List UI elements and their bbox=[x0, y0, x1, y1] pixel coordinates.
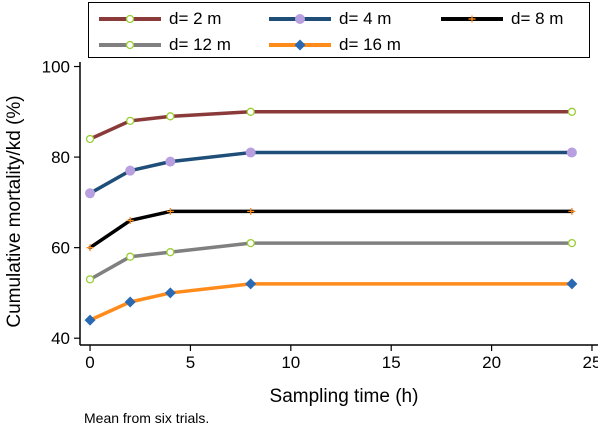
legend: d= 2 m d= 4 m d= 8 m d= 12 m d= 16 m bbox=[88, 2, 590, 58]
data-point bbox=[246, 107, 255, 116]
legend-swatch-marker bbox=[125, 14, 135, 24]
data-point bbox=[85, 134, 95, 144]
data-point bbox=[166, 112, 175, 121]
data-point bbox=[86, 244, 94, 252]
data-point bbox=[84, 314, 96, 326]
x-tick-label: 25 bbox=[583, 353, 598, 372]
x-axis-label: Sampling time (h) bbox=[270, 386, 419, 407]
legend-swatch-d16 bbox=[269, 39, 331, 51]
x-tick-label: 20 bbox=[482, 353, 501, 372]
data-point bbox=[247, 207, 255, 215]
series-0 bbox=[85, 107, 577, 144]
data-point bbox=[246, 238, 255, 248]
series-4 bbox=[84, 278, 578, 326]
y-tick-label: 80 bbox=[51, 148, 70, 167]
data-point bbox=[566, 147, 577, 158]
data-point bbox=[124, 296, 136, 308]
legend-label-d8: d= 8 m bbox=[511, 9, 564, 28]
data-point bbox=[125, 165, 136, 176]
legend-swatch-d12 bbox=[99, 40, 161, 50]
series-line bbox=[88, 150, 574, 196]
x-tick-label: 5 bbox=[186, 353, 195, 372]
x-tick-label: 0 bbox=[85, 353, 94, 372]
data-point bbox=[245, 147, 256, 158]
y-tick-label: 40 bbox=[51, 329, 70, 348]
series-line bbox=[88, 282, 574, 322]
legend-item-d4: d= 4 m bbox=[267, 7, 391, 31]
data-point bbox=[166, 207, 174, 215]
legend-swatch-d4 bbox=[269, 14, 331, 24]
series-line bbox=[88, 110, 574, 141]
series-1 bbox=[85, 147, 577, 199]
legend-label-d12: d= 12 m bbox=[169, 35, 231, 54]
legend-swatch-marker bbox=[294, 39, 306, 51]
x-tick-label: 10 bbox=[281, 353, 300, 372]
legend-item-d2: d= 2 m bbox=[97, 7, 221, 31]
legend-label-d16: d= 16 m bbox=[339, 35, 401, 54]
series-3 bbox=[85, 238, 577, 284]
data-point bbox=[567, 107, 577, 116]
data-point bbox=[166, 248, 175, 257]
legend-label-d2: d= 2 m bbox=[169, 9, 222, 28]
y-axis-label: Cumulative mortality/kd (%) bbox=[4, 95, 25, 327]
x-tick-label: 15 bbox=[382, 353, 401, 372]
chart-note: Mean from six trials. bbox=[84, 410, 210, 426]
legend-swatch-d8 bbox=[441, 15, 503, 23]
data-point bbox=[568, 207, 576, 215]
legend-swatch-marker bbox=[468, 15, 476, 23]
data-point bbox=[85, 275, 95, 284]
legend-label-d4: d= 4 m bbox=[339, 9, 392, 28]
legend-swatch-marker bbox=[295, 14, 305, 24]
data-point bbox=[164, 287, 176, 299]
series-line bbox=[88, 241, 574, 282]
data-point bbox=[245, 278, 257, 290]
data-point bbox=[126, 116, 135, 126]
data-point bbox=[567, 238, 577, 248]
legend-item-d8: d= 8 m bbox=[439, 7, 563, 31]
legend-item-d16: d= 16 m bbox=[267, 33, 401, 57]
series-2 bbox=[86, 207, 576, 252]
data-point bbox=[85, 188, 96, 199]
legend-item-d12: d= 12 m bbox=[97, 33, 231, 57]
y-tick-label: 60 bbox=[51, 239, 70, 258]
data-point bbox=[126, 216, 134, 224]
data-point bbox=[165, 156, 176, 167]
data-point bbox=[126, 252, 135, 261]
y-tick-label: 100 bbox=[42, 58, 70, 77]
legend-swatch-d2 bbox=[99, 14, 161, 24]
data-point bbox=[566, 278, 578, 290]
legend-swatch-marker bbox=[125, 40, 135, 50]
